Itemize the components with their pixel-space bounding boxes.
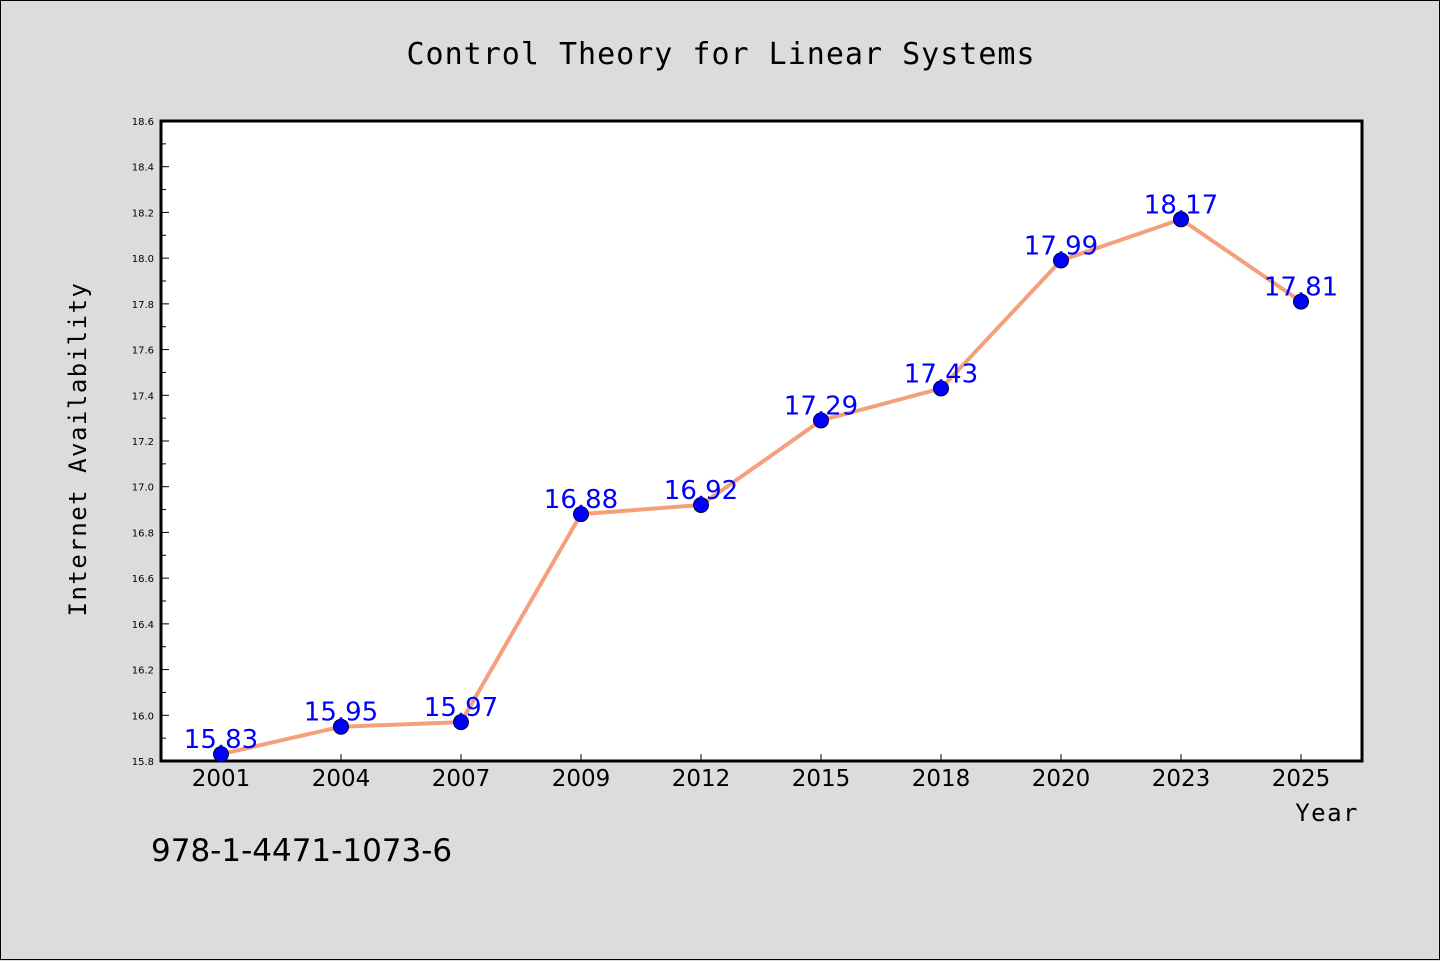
data-label: 18.17 (1144, 190, 1218, 220)
y-axis: 15.8 16.0 16.2 16.4 16.6 16.8 17.0 17.2 17.4 17.6… (132, 117, 169, 768)
data-point-marker (813, 412, 829, 429)
y-tick-label: 16.8 (132, 528, 154, 539)
x-tick-label: 2020 (1032, 766, 1091, 792)
data-label: 17.99 (1024, 231, 1098, 261)
y-tick-label: 16.6 (132, 574, 154, 585)
data-point-marker (333, 718, 349, 735)
data-label: 16.88 (544, 485, 618, 515)
x-tick-label: 2018 (912, 766, 971, 792)
data-point-marker (213, 746, 229, 763)
y-tick-label: 17.8 (132, 300, 154, 311)
y-tick-label: 17.0 (132, 483, 154, 494)
isbn-text: 978-1-4471-1073-6 (151, 833, 453, 869)
y-axis-title: Internet Availability (64, 282, 92, 617)
data-label: 17.29 (784, 391, 858, 421)
y-tick-label: 18.6 (132, 117, 154, 128)
series-group (213, 211, 1309, 763)
data-point-marker (933, 380, 949, 397)
data-point-marker (1293, 293, 1309, 310)
y-tick-label: 17.4 (132, 391, 154, 402)
x-tick-label: 2023 (1152, 766, 1211, 792)
x-tick-label: 2009 (552, 766, 611, 792)
data-point-marker (693, 497, 709, 513)
data-label: 15.83 (184, 725, 258, 755)
data-label: 15.97 (424, 693, 498, 723)
data-label: 16.92 (664, 476, 738, 506)
chart-title: Control Theory for Linear Systems (406, 37, 1035, 72)
x-tick-label: 2015 (792, 766, 851, 792)
x-tick-label: 2004 (312, 766, 371, 792)
y-tick-label: 18.4 (132, 163, 154, 174)
data-label-group: 15.83 15.95 15.97 16.88 16.92 17.29 17.43 17.99… (184, 190, 1338, 755)
x-axis: 2001 2004 2007 2009 2012 2015 2018 2020 2023 2025 (192, 754, 1331, 792)
data-point-marker (453, 714, 469, 731)
x-tick-label: 2012 (672, 766, 731, 792)
y-tick-label: 18.0 (132, 254, 154, 265)
data-point-marker (1053, 252, 1069, 269)
y-tick-label: 16.0 (132, 711, 154, 722)
y-tick-label: 16.2 (132, 666, 154, 677)
x-axis-title: Year (1295, 799, 1359, 827)
y-tick-label: 16.4 (132, 620, 154, 631)
y-tick-label: 17.6 (132, 346, 154, 357)
y-tick-label: 17.2 (132, 437, 154, 448)
data-label: 17.81 (1264, 273, 1338, 303)
data-label: 17.43 (904, 359, 978, 389)
x-tick-label: 2025 (1272, 766, 1331, 792)
data-point-marker (573, 506, 589, 523)
x-tick-label: 2001 (192, 766, 251, 792)
data-point-marker (1173, 211, 1189, 228)
x-tick-label: 2007 (432, 766, 491, 792)
data-label: 15.95 (304, 698, 378, 728)
series-line (219, 217, 1303, 757)
y-tick-label: 15.8 (132, 757, 154, 768)
y-tick-label: 18.2 (132, 208, 154, 219)
